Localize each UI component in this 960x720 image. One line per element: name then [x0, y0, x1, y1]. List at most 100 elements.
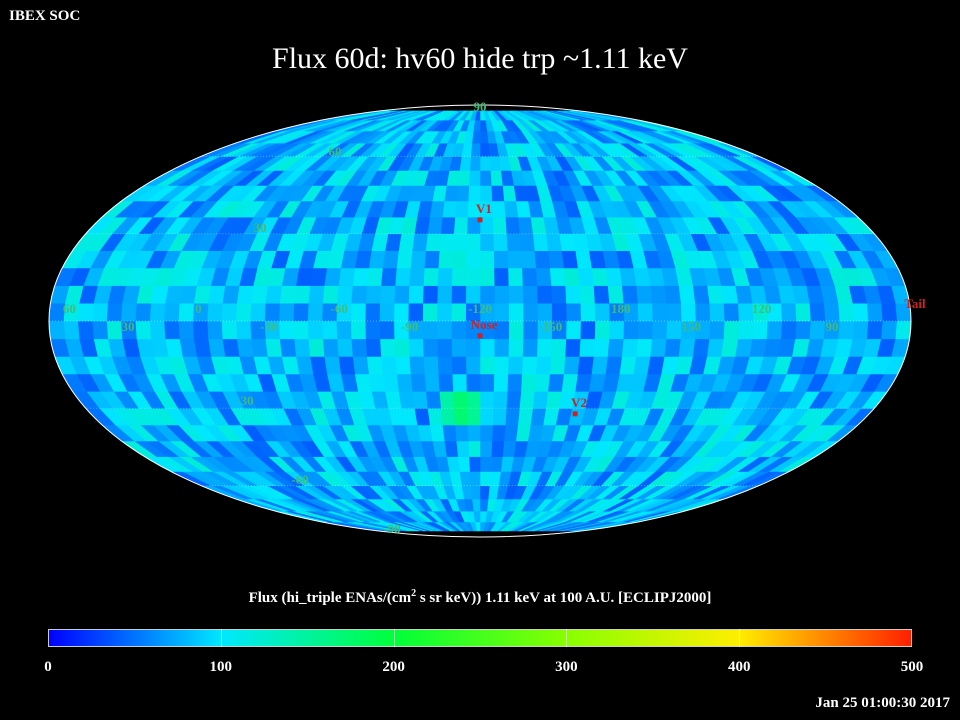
flux-cell: [489, 170, 503, 186]
flux-cell: [521, 356, 538, 375]
flux-cell: [734, 338, 753, 357]
colorbar-tick: [566, 629, 568, 647]
flux-cell: [149, 320, 166, 340]
flux-cell: [292, 320, 309, 340]
flux-cell: [454, 200, 469, 218]
flux-cell: [720, 338, 739, 357]
flux-cell: [737, 320, 754, 340]
flux-cell: [493, 338, 509, 357]
flux-cell: [466, 407, 481, 426]
flux-cell: [520, 373, 537, 392]
flux-cell: [506, 250, 523, 269]
flux-cell: [278, 302, 295, 322]
flux-cell: [579, 302, 596, 322]
flux-cell: [479, 471, 491, 487]
flux-cell: [720, 285, 739, 304]
flux-cell: [307, 320, 323, 340]
flux-cell: [235, 302, 252, 322]
flux-cell: [492, 216, 507, 234]
flux-cell: [533, 250, 550, 269]
flux-cell: [440, 216, 456, 234]
flux-cell: [149, 302, 166, 322]
flux-cell: [605, 267, 623, 286]
flux-cell: [507, 356, 523, 375]
flux-cell: [564, 285, 581, 304]
flux-cell: [350, 302, 366, 322]
flux-cell: [561, 373, 578, 392]
flux-cell: [535, 267, 552, 286]
flux-cell: [621, 338, 638, 357]
flux-cell: [808, 302, 826, 322]
flux-cell: [394, 356, 411, 375]
flux-cell: [851, 320, 869, 340]
flux-cell: [479, 456, 492, 472]
flux-cell: [465, 338, 481, 357]
marker-label-v1: V1: [476, 201, 492, 216]
flux-cell: [307, 285, 325, 304]
flux-cell: [425, 233, 441, 251]
flux-cell: [307, 302, 323, 322]
flux-cell: [507, 285, 524, 304]
flux-cell: [192, 320, 209, 340]
marker-label-nose: Nose: [471, 317, 498, 332]
flux-cell: [490, 185, 505, 202]
flux-cell: [451, 356, 467, 375]
flux-cell: [91, 302, 109, 322]
flux-cell: [503, 424, 519, 442]
flux-cell: [530, 407, 547, 426]
flux-cell: [493, 285, 509, 304]
flux-cell: [106, 320, 123, 340]
flux-cell: [438, 233, 455, 251]
flux-cell: [393, 285, 410, 304]
flux-cell: [206, 302, 223, 322]
flux-cell: [437, 250, 454, 269]
flux-cell: [637, 320, 653, 340]
flux-cell: [520, 250, 537, 269]
flux-cell: [635, 285, 653, 304]
flux-cell: [550, 338, 567, 357]
flux-cell: [307, 338, 325, 357]
flux-cell: [350, 338, 367, 357]
flux-cell: [493, 267, 509, 286]
flux-cell: [437, 267, 453, 286]
flux-cell: [63, 320, 80, 340]
flux-cell: [723, 302, 739, 322]
flux-cell: [451, 285, 467, 304]
flux-cell: [491, 424, 506, 442]
flux-cell: [488, 471, 501, 487]
org-label: IBEX SOC: [9, 8, 81, 24]
longitude-label: 30: [122, 319, 135, 334]
flux-cell: [264, 285, 282, 304]
flux-cell: [467, 440, 481, 457]
flux-cell: [279, 338, 297, 357]
flux-cell: [579, 320, 596, 340]
longitude-label: 0: [195, 301, 202, 316]
flux-cell: [451, 250, 467, 269]
flux-cell: [221, 302, 237, 322]
flux-cell: [221, 285, 240, 304]
flux-cell: [465, 250, 481, 269]
flux-cell: [751, 320, 768, 340]
flux-cell: [422, 356, 439, 375]
flux-cell: [479, 424, 493, 442]
flux-cell: [410, 250, 427, 269]
flux-cell: [492, 407, 507, 426]
flux-cell: [134, 320, 152, 340]
flux-cell: [550, 285, 567, 304]
flux-cell: [780, 320, 797, 340]
marker-dot: [477, 217, 483, 223]
flux-cell: [264, 338, 282, 357]
flux-cell: [515, 200, 531, 218]
flux-cell: [519, 233, 535, 251]
flux-cell: [450, 320, 467, 340]
flux-cell: [578, 338, 595, 357]
flux-cell: [422, 338, 438, 357]
flux-cell: [134, 302, 152, 322]
flux-cell: [522, 302, 538, 322]
flux-cell: [278, 320, 295, 340]
flux-cell: [91, 320, 109, 340]
flux-cell: [563, 356, 580, 375]
flux-cell: [706, 338, 724, 357]
flux-cell: [766, 320, 783, 340]
colorbar-tick: [739, 629, 741, 647]
